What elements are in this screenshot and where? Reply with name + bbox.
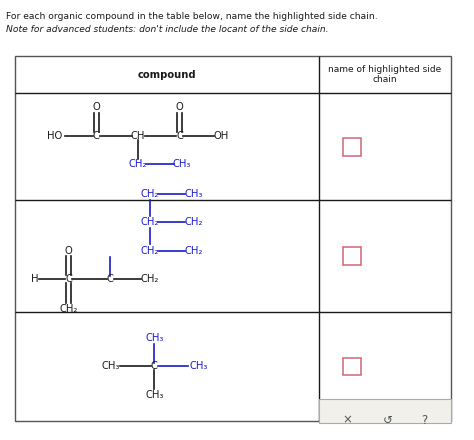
Text: O: O: [176, 103, 183, 112]
Text: CH₃: CH₃: [189, 362, 208, 371]
Text: CH₂: CH₂: [140, 189, 159, 199]
Text: CH₂: CH₂: [129, 159, 147, 169]
Text: O: O: [92, 103, 100, 112]
Text: compound: compound: [137, 70, 196, 80]
Text: C: C: [176, 131, 183, 141]
Text: HO: HO: [47, 131, 62, 141]
Text: CH₃: CH₃: [184, 189, 203, 199]
Text: C: C: [93, 131, 100, 141]
Text: Note for advanced students: don't include the locant of the side chain.: Note for advanced students: don't includ…: [6, 26, 328, 34]
Text: name of highlighted side
chain: name of highlighted side chain: [328, 65, 441, 84]
Bar: [15, 56, 451, 421]
Text: CH₂: CH₂: [140, 217, 159, 227]
Bar: [343, 358, 361, 375]
Bar: [343, 247, 361, 265]
Text: C: C: [65, 274, 72, 284]
Text: ↺: ↺: [383, 414, 392, 426]
Text: For each organic compound in the table below, name the highlighted side chain.: For each organic compound in the table b…: [6, 12, 378, 21]
Bar: [343, 138, 361, 155]
Text: H: H: [31, 274, 38, 284]
Text: CH₂: CH₂: [184, 246, 203, 256]
Text: CH: CH: [131, 131, 145, 141]
Text: CH₃: CH₃: [145, 333, 164, 343]
Text: ?: ?: [421, 414, 428, 426]
Text: C: C: [151, 362, 158, 371]
Text: OH: OH: [214, 131, 229, 141]
Text: ×: ×: [343, 414, 353, 426]
Text: O: O: [64, 246, 73, 256]
Text: CH₂: CH₂: [140, 246, 159, 256]
Text: C: C: [107, 274, 114, 284]
Text: CH₃: CH₃: [173, 159, 191, 169]
Text: CH₃: CH₃: [145, 390, 164, 400]
Bar: [319, 399, 451, 423]
Text: CH₃: CH₃: [101, 362, 119, 371]
Text: CH₂: CH₂: [184, 217, 203, 227]
Text: CH₂: CH₂: [59, 304, 78, 314]
Text: CH₂: CH₂: [140, 274, 159, 284]
